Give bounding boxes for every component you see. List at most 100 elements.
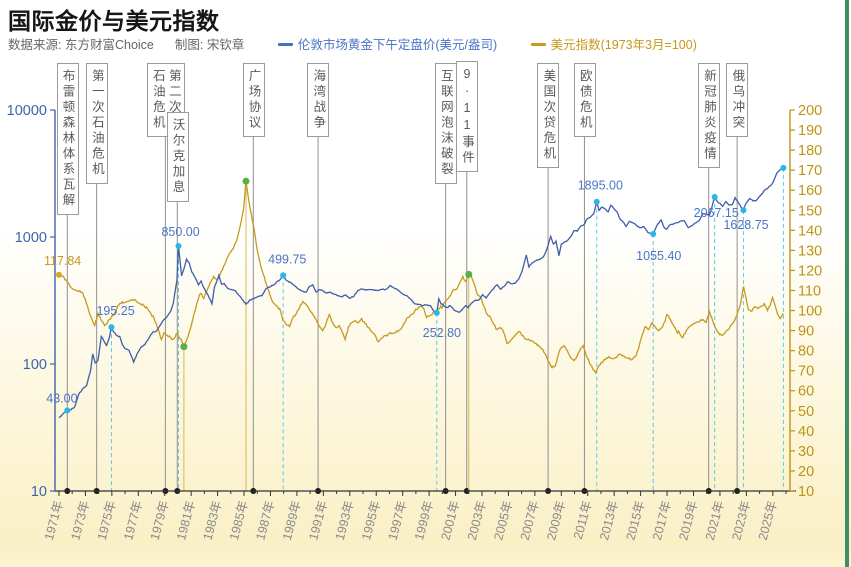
right-axis-tick-label: 170 bbox=[798, 163, 822, 179]
gold-price-extreme-label: 252.80 bbox=[423, 326, 461, 340]
x-axis-label: 1993年 bbox=[333, 499, 357, 542]
right-axis-tick-label: 40 bbox=[798, 424, 814, 440]
gold-price-extreme-label: 499.75 bbox=[268, 252, 306, 266]
x-axis-label: 1999年 bbox=[412, 499, 436, 542]
x-axis-label: 2021年 bbox=[703, 499, 727, 542]
x-axis-label: 1991年 bbox=[306, 499, 330, 542]
x-axis-label: 1995年 bbox=[359, 499, 383, 542]
source-label: 数据来源: bbox=[8, 38, 62, 52]
x-axis-label: 2025年 bbox=[756, 499, 780, 542]
x-axis-label: 1989年 bbox=[280, 499, 304, 542]
gold-price-extreme-dot bbox=[593, 198, 600, 205]
event-label-box: 第一次石油危机 bbox=[85, 63, 108, 184]
right-axis-tick-label: 80 bbox=[798, 344, 814, 360]
x-axis-label: 1983年 bbox=[201, 499, 225, 542]
source-value: 东方财富Choice bbox=[64, 38, 154, 52]
event-label-box: 新冠肺炎疫情 bbox=[697, 63, 720, 168]
dollar-index-extreme-dot bbox=[242, 177, 250, 185]
right-axis-tick-label: 90 bbox=[798, 324, 814, 340]
right-axis-tick-label: 110 bbox=[798, 283, 821, 299]
right-axis-tick-label: 140 bbox=[798, 223, 822, 239]
legend-item-gold-price: 伦敦市场黄金下午定盘价(美元/盎司) bbox=[277, 38, 498, 52]
legend-item-dollar-index: 美元指数(1973年3月=100) bbox=[530, 38, 697, 52]
page-title: 国际金价与美元指数 bbox=[8, 8, 220, 34]
x-axis-label: 2019年 bbox=[676, 499, 700, 542]
gold-price-extreme-dot bbox=[780, 164, 787, 171]
right-border-accent bbox=[845, 0, 849, 567]
gold-price-extreme-label: 195.25 bbox=[96, 304, 134, 318]
dollar-index-line bbox=[58, 181, 784, 375]
gold-price-extreme-label: 850.00 bbox=[161, 225, 199, 239]
right-axis-tick-label: 100 bbox=[798, 304, 822, 320]
left-axis-tick-label: 10000 bbox=[7, 103, 47, 119]
x-axis-label: 2013年 bbox=[597, 499, 621, 542]
x-axis-label: 2005年 bbox=[491, 499, 515, 542]
left-axis-tick-label: 10 bbox=[31, 484, 47, 500]
right-axis-tick-label: 10 bbox=[798, 484, 814, 500]
right-axis-tick-label: 70 bbox=[798, 364, 814, 380]
x-axis-label: 2015年 bbox=[624, 499, 648, 542]
dollar-index-extreme-dot bbox=[465, 270, 473, 278]
x-axis-label: 1977年 bbox=[121, 499, 145, 542]
event-label-box: 欧债危机 bbox=[573, 63, 596, 137]
event-label-box: 俄乌冲突 bbox=[726, 63, 749, 137]
x-axis-label: 2007年 bbox=[518, 499, 542, 542]
event-label-box: 海湾战争 bbox=[307, 63, 330, 137]
right-axis-tick-label: 60 bbox=[798, 384, 814, 400]
gold-price-extreme-label: 1895.00 bbox=[578, 179, 623, 193]
x-axis-label: 2017年 bbox=[650, 499, 674, 542]
gold-price-extreme-label: 43.00 bbox=[46, 392, 77, 406]
x-axis-label: 2011年 bbox=[571, 499, 595, 541]
event-label-box: 9·11事件 bbox=[456, 61, 479, 172]
x-axis-label: 1997年 bbox=[386, 499, 410, 542]
gold-price-extreme-label: 1628.75 bbox=[723, 218, 768, 232]
gold-price-extreme-dot bbox=[108, 324, 115, 331]
right-axis-tick-label: 120 bbox=[798, 263, 822, 279]
dollar-index-start-dot bbox=[55, 271, 62, 278]
gold-price-extreme-dot bbox=[280, 272, 287, 279]
dollar-index-legend-dash bbox=[530, 43, 546, 47]
right-axis-tick-label: 30 bbox=[798, 444, 814, 460]
x-axis-label: 1987年 bbox=[253, 499, 277, 542]
gold-price-extreme-dot bbox=[64, 407, 71, 414]
gold-price-extreme-dot bbox=[175, 242, 182, 249]
event-label-box: 布雷顿森林体系瓦解 bbox=[56, 63, 79, 215]
left-axis-tick-label: 100 bbox=[23, 357, 47, 373]
gold-price-extreme-dot bbox=[433, 309, 440, 316]
x-axis-label: 2023年 bbox=[729, 499, 753, 542]
event-label-box: 互联网泡沫破裂 bbox=[434, 63, 457, 184]
event-label-box: 广场协议 bbox=[242, 63, 265, 137]
right-axis-tick-label: 190 bbox=[798, 123, 822, 139]
gold-price-extreme-label: 1055.40 bbox=[636, 249, 681, 263]
gold-price-extreme-label: 2067.15 bbox=[694, 206, 739, 220]
gold-price-legend-label: 伦敦市场黄金下午定盘价(美元/盎司) bbox=[297, 38, 498, 52]
right-axis-tick-label: 130 bbox=[798, 243, 822, 259]
gold-price-extreme-dot bbox=[711, 193, 718, 200]
x-axis-label: 2009年 bbox=[544, 499, 568, 542]
left-axis-tick-label: 1000 bbox=[15, 230, 47, 246]
right-axis-tick-label: 200 bbox=[798, 103, 822, 119]
gold-price-line bbox=[58, 167, 784, 419]
x-axis-label: 1973年 bbox=[68, 499, 92, 542]
dollar-index-extreme-dot bbox=[180, 343, 188, 351]
author-label: 制图: bbox=[174, 38, 204, 52]
meta-row: 数据来源: 东方财富Choice 制图: 宋钦章 伦敦市场黄金下午定盘价(美元/… bbox=[8, 34, 697, 53]
x-axis-label: 2003年 bbox=[465, 499, 489, 542]
right-axis-tick-label: 150 bbox=[798, 203, 822, 219]
event-label-box: 沃尔克加息 bbox=[166, 112, 189, 202]
gold-price-legend-dash bbox=[277, 43, 293, 47]
event-label-box: 美国次贷危机 bbox=[537, 63, 560, 168]
x-axis-label: 1971年 bbox=[42, 499, 66, 542]
dollar-index-start-label: 117.84 bbox=[44, 254, 81, 268]
right-axis-tick-label: 180 bbox=[798, 143, 822, 159]
right-axis-tick-label: 50 bbox=[798, 404, 814, 420]
x-axis-label: 1981年 bbox=[174, 499, 198, 542]
dollar-index-legend-label: 美元指数(1973年3月=100) bbox=[550, 38, 697, 52]
x-axis-label: 1979年 bbox=[148, 499, 172, 542]
gold-price-extreme-dot bbox=[650, 231, 657, 238]
author-value: 宋钦章 bbox=[206, 38, 245, 52]
gold-price-extreme-dot bbox=[740, 207, 747, 214]
